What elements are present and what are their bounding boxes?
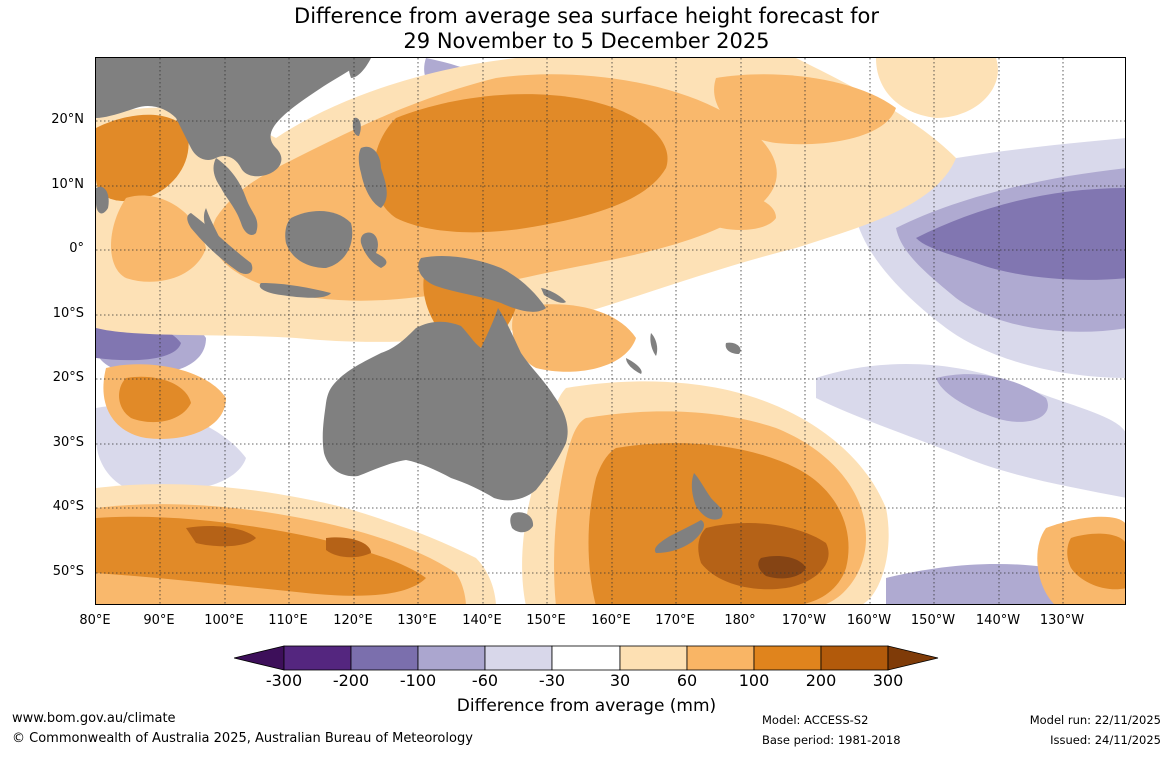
colorbar-tick-neg60: -60: [471, 671, 499, 690]
anomaly-neg-se-pacific: [936, 374, 1048, 422]
lon-label-80e: 80°E: [79, 613, 111, 628]
footer-issued: Issued: 24/11/2025: [1050, 733, 1161, 747]
graticule: [96, 58, 1125, 604]
anomaly-pos-southern-band-very-strong-2: [326, 537, 371, 558]
anomaly-neg-east-pacific-strong: [916, 188, 1125, 280]
lon-label-110e: 110°E: [268, 613, 308, 628]
lon-label-100e: 100°E: [204, 613, 244, 628]
lon-label-160w: 160°W: [846, 613, 892, 628]
lon-label-120e: 120°E: [333, 613, 373, 628]
lat-label-0: 0°: [69, 241, 84, 256]
colorbar-tick-30: 30: [609, 671, 631, 690]
lat-label-40s: 40°S: [52, 499, 84, 514]
colorbar-extend-low: [234, 645, 285, 671]
land-borneo: [285, 211, 353, 268]
colorbar-label: Difference from average (mm): [456, 696, 717, 716]
lon-label-90e: 90°E: [143, 613, 175, 628]
anomaly-neg-south-pacific: [816, 364, 1125, 498]
land-asia: [96, 58, 366, 177]
colorbar-tick-200: 200: [805, 671, 837, 690]
colorbar-bin-100-200: [753, 645, 822, 671]
map-title: Difference from average sea surface heig…: [0, 4, 1173, 54]
anomaly-pos-se-pacific-strong: [1067, 533, 1125, 590]
colorbar-tick-300: 300: [872, 671, 904, 690]
land-philippines: [358, 146, 387, 208]
footer-model: Model: ACCESS-S2: [762, 713, 869, 727]
sea-surface-height-map: [95, 57, 1126, 605]
lat-label-20s: 20°S: [52, 370, 84, 385]
anomaly-pos-southern-band-very-strong: [186, 526, 256, 547]
lon-label-170w: 170°W: [781, 613, 827, 628]
land-java: [259, 283, 331, 298]
anomaly-pos-coral-sea: [512, 304, 636, 372]
anomaly-pos-nz-south-extreme: [758, 556, 806, 579]
lon-label-130w: 130°W: [1039, 613, 1085, 628]
colorbar-bin-30-60: [619, 645, 688, 671]
anomaly-pos-southern-band-strong: [96, 516, 426, 596]
lon-label-180: 180°: [724, 613, 756, 628]
colorbar-bin-60-100: [686, 645, 755, 671]
map-canvas: [96, 58, 1125, 604]
title-line-2: 29 November to 5 December 2025: [403, 29, 770, 53]
lon-label-150e: 150°E: [526, 613, 566, 628]
land-new-caledonia: [626, 358, 642, 374]
land-taiwan: [352, 117, 361, 136]
lon-label-140w: 140°W: [975, 613, 1021, 628]
colorbar-tick-60: 60: [676, 671, 698, 690]
footer-url: www.bom.gov.au/climate: [12, 711, 176, 726]
land-australia: [322, 308, 568, 501]
lon-label-170e: 170°E: [655, 613, 695, 628]
land-tasmania: [510, 512, 534, 533]
land-new-guinea: [418, 256, 546, 312]
colorbar: [234, 645, 939, 671]
colorbar-tick-neg200: -200: [332, 671, 370, 690]
colorbar-tick-neg300: -300: [265, 671, 303, 690]
footer-base-period: Base period: 1981-2018: [762, 733, 901, 747]
lon-label-130e: 130°E: [397, 613, 437, 628]
anomaly-pos-south-indian-strong: [119, 376, 191, 423]
land-masses: [96, 58, 741, 553]
anomaly-pos-andaman: [111, 195, 206, 282]
colorbar-tick-100: 100: [738, 671, 770, 690]
lon-label-160e: 160°E: [591, 613, 631, 628]
footer-model-run: Model run: 22/11/2025: [1029, 713, 1161, 727]
land-nz-south: [654, 520, 705, 553]
footer-copyright: © Commonwealth of Australia 2025, Austra…: [12, 731, 473, 746]
colorbar-bin-neg300-neg200: [283, 645, 352, 671]
anomaly-pos-hawaii: [876, 58, 998, 118]
lat-label-10n: 10°N: [51, 177, 84, 192]
lat-label-10s: 10°S: [52, 306, 84, 321]
title-line-1: Difference from average sea surface heig…: [294, 4, 879, 28]
colorbar-tick-neg30: -30: [538, 671, 566, 690]
land-indochina: [213, 158, 258, 235]
land-solomon-islands: [541, 288, 566, 303]
anomaly-pos-north-pacific-east: [714, 74, 896, 145]
anomaly-pos-bay-of-bengal: [96, 114, 189, 202]
land-sumatra: [187, 213, 253, 274]
lat-label-30s: 30°S: [52, 435, 84, 450]
lon-label-140e: 140°E: [462, 613, 502, 628]
colorbar-tick-neg100: -100: [399, 671, 437, 690]
colorbar-bin-200-300: [820, 645, 889, 671]
lon-label-150w: 150°W: [910, 613, 956, 628]
colorbar-bin-neg200-neg100: [350, 645, 419, 671]
colorbar-bin-neg100-neg60: [417, 645, 486, 671]
colorbar-bin-neg60-neg30: [484, 645, 553, 671]
colorbar-bin-neg30-30: [551, 645, 621, 671]
lat-label-50s: 50°S: [52, 564, 84, 579]
land-nz-north: [691, 473, 723, 520]
anomaly-pos-west-pacific-strong: [373, 94, 668, 233]
lat-label-20n: 20°N: [51, 112, 84, 127]
land-fiji: [725, 342, 741, 354]
land-vanuatu: [650, 333, 658, 356]
land-sulawesi: [360, 232, 387, 268]
anomaly-pos-central-pacific: [706, 194, 776, 230]
land-sri-lanka: [96, 186, 109, 214]
colorbar-extend-high: [887, 645, 939, 671]
land-japan: [348, 58, 371, 78]
